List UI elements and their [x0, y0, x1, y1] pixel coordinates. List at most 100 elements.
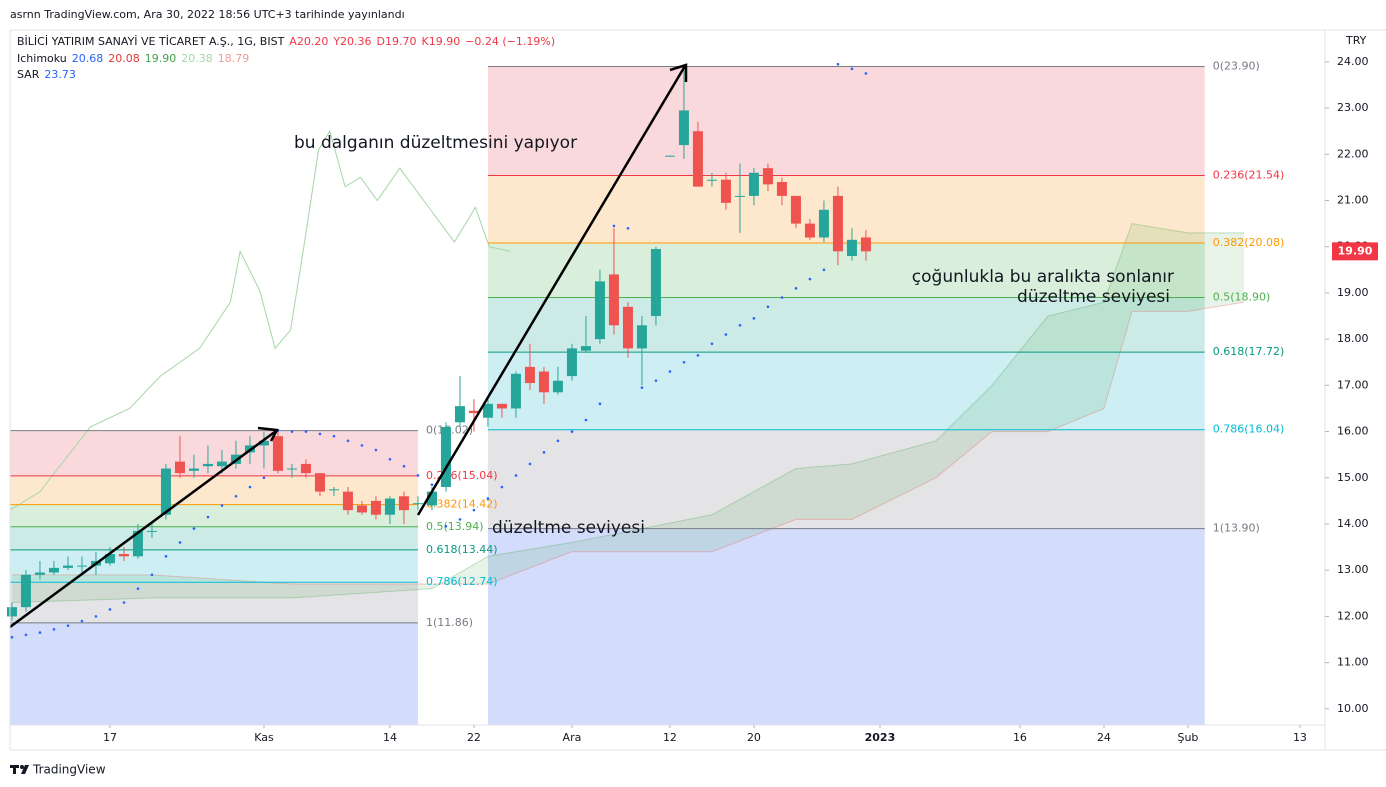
fib-extension	[10, 622, 418, 725]
cloud-span-a	[11, 223, 1244, 604]
ohlc-value: K19.90	[421, 35, 461, 48]
candle-body	[748, 172, 759, 196]
candle-body	[860, 237, 871, 252]
ichimoku-cloud	[11, 223, 1244, 603]
symbol: BİLİCİ YATIRIM SANAYİ VE TİCARET A.Ş., 1…	[17, 35, 285, 48]
candle-body	[300, 463, 311, 474]
candle-body	[636, 325, 647, 349]
candle-body	[356, 505, 367, 513]
x-tick-label: 16	[1013, 731, 1027, 744]
logo-part	[21, 765, 29, 774]
candle-body	[160, 468, 171, 515]
candle-body	[328, 489, 339, 491]
y-tick-label: 23.00	[1337, 101, 1369, 114]
sar-dot	[556, 439, 560, 443]
sar-dot	[234, 494, 238, 498]
sar-dot	[164, 555, 168, 558]
candle-body	[48, 567, 59, 573]
fib-band	[487, 175, 1205, 244]
candle-body	[258, 440, 269, 446]
fib-label: 0.382(20.08)	[1213, 236, 1285, 249]
arrow-head	[669, 63, 688, 82]
candle-body	[34, 572, 45, 575]
logo-part	[13, 765, 16, 774]
sar-dot	[80, 619, 84, 623]
cloud-span-b	[11, 301, 1245, 585]
ohlc-value: D19.70	[376, 35, 417, 48]
indicator-value: 23.73	[44, 68, 76, 81]
indicator-value: 20.68	[71, 52, 104, 65]
fib-label: 0.5(18.90)	[1213, 291, 1271, 304]
sar-dot	[808, 277, 812, 281]
sar-dot	[864, 72, 868, 75]
candle-body	[776, 182, 787, 196]
axes: 10.00 11.00 12.00 13.00 14.00 15.00 16.00 17.00…	[9, 29, 1386, 751]
candle-body	[132, 530, 143, 557]
y-tick-label: 16.00	[1337, 425, 1369, 438]
fib-label: 0.5(13.94)	[426, 520, 484, 533]
trend-arrow	[9, 429, 277, 629]
candle-body	[804, 223, 815, 238]
sar-dot	[94, 615, 98, 618]
indicator-value: 20.08	[108, 52, 140, 65]
y-tick-label: 14.00	[1337, 517, 1369, 530]
candle-body	[552, 380, 563, 393]
fib-band	[487, 66, 1205, 176]
candle-body	[426, 491, 437, 506]
sar-dot	[766, 305, 770, 309]
y-tick-label: 10.00	[1337, 702, 1369, 715]
legend-symbol-row: BİLİCİ YATIRIM SANAYİ VE TİCARET A.Ş., 1…	[17, 35, 560, 48]
published-note: asrnn TradingView.com, Ara 30, 2022 18:5…	[10, 8, 405, 21]
ohlc-value: A20.20	[289, 35, 329, 48]
sar-dot	[654, 379, 658, 383]
sar-dot	[346, 439, 350, 443]
trend-arrow	[416, 65, 687, 516]
x-tick-label: Şub	[1177, 731, 1198, 744]
candle-body	[104, 554, 115, 564]
fib-label: 0.786(16.04)	[1213, 423, 1285, 436]
x-tick-label: 24	[1097, 731, 1111, 744]
candle-body	[272, 436, 283, 471]
fib-band	[10, 526, 418, 550]
sar-dot	[24, 633, 28, 637]
sar-dot	[52, 628, 56, 631]
candle-body	[818, 209, 829, 238]
sar-dot	[136, 587, 140, 590]
sar-dot	[248, 485, 252, 489]
fib-label: 0.236(15.04)	[426, 469, 498, 482]
indicator-name: SAR	[17, 68, 40, 81]
sar-dot	[290, 430, 294, 433]
logo-part	[20, 765, 24, 769]
candle-body	[440, 426, 451, 488]
sar-dot	[752, 317, 756, 320]
brand: TradingView	[32, 763, 106, 777]
y-tick-label: 22.00	[1337, 147, 1369, 160]
indicator-value: 20.38	[181, 52, 213, 65]
sar-dot	[570, 430, 574, 433]
background-layer: 0(16.02)0.236(15.04)0.382(14.42)0.5(13.9…	[9, 60, 1285, 725]
x-tick-label: Kas	[254, 731, 274, 744]
sar-dot	[794, 287, 798, 290]
fib-band	[487, 297, 1205, 353]
fib-band	[487, 429, 1205, 529]
indicator-value: 18.79	[217, 52, 250, 65]
y-tick-label: 18.00	[1337, 332, 1369, 345]
ohlc-value: −0.24 (−1.19%)	[465, 35, 556, 48]
sar-dot	[850, 67, 854, 71]
price-axis-bg	[1325, 30, 1386, 750]
sar-dot	[682, 360, 686, 364]
x-tick-label: Ara	[563, 731, 582, 744]
candle-body	[216, 461, 227, 467]
sar-dot	[318, 432, 322, 436]
indicator-row: Ichimoku 20.68 20.08 19.90 20.38 18.79	[17, 52, 254, 65]
sar-dot	[374, 448, 378, 452]
candle-body	[510, 373, 521, 409]
candle-body	[454, 406, 465, 423]
fib-label: 0(23.90)	[1213, 60, 1260, 73]
candle-body	[678, 110, 689, 146]
sar-dot	[584, 418, 588, 422]
y-tick-label: 11.00	[1337, 656, 1369, 669]
sar-dot	[668, 370, 672, 373]
